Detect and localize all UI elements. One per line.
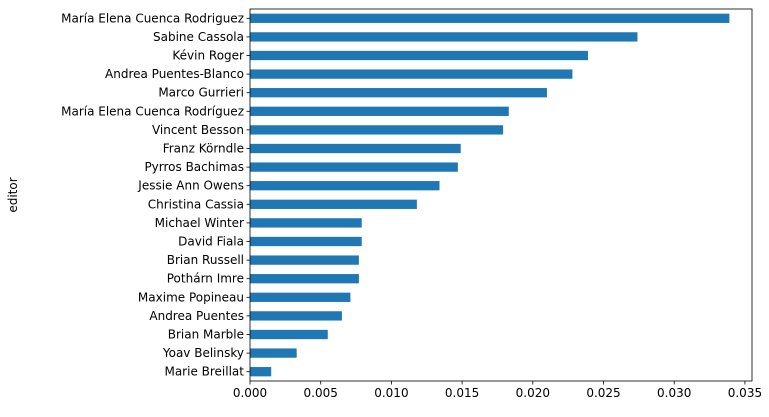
y-tick-label: Michael Winter xyxy=(155,216,244,230)
bar xyxy=(250,236,362,247)
x-tick-label: 0.015 xyxy=(445,386,479,400)
x-tick-label: 0.030 xyxy=(657,386,691,400)
bar xyxy=(250,125,504,135)
bar xyxy=(250,106,509,116)
plot-frame xyxy=(249,8,753,382)
y-tick-label: Andrea Puentes xyxy=(149,309,244,323)
y-tick-label: David Fiala xyxy=(178,235,244,249)
bar xyxy=(250,199,417,209)
y-tick-label: Jessie Ann Owens xyxy=(137,179,244,193)
bar xyxy=(250,181,440,191)
y-tick-label: Christina Cassia xyxy=(148,197,244,211)
y-axis-ticks: María Elena Cuenca Rodriguez Sabine Casso… xyxy=(61,11,250,379)
bar xyxy=(250,218,362,228)
bar xyxy=(250,50,588,61)
bar xyxy=(250,274,359,284)
y-tick-label: Brian Russell xyxy=(167,253,244,267)
y-tick-label: Marie Breillat xyxy=(164,365,244,379)
y-tick-label: Marco Gurrieri xyxy=(158,86,244,100)
y-tick-label: Andrea Puentes-Blanco xyxy=(105,67,244,81)
x-tick-label: 0.005 xyxy=(304,386,338,400)
y-tick-label: Brian Marble xyxy=(168,328,244,342)
bar xyxy=(250,143,461,154)
y-tick-label: Franz Körndle xyxy=(163,142,244,156)
y-tick-label: Yoav Belinsky xyxy=(162,346,244,360)
y-tick-label: Pothárn Imre xyxy=(167,272,244,286)
x-tick-label: 0.020 xyxy=(516,386,550,400)
bar xyxy=(250,348,297,358)
y-tick-label: Vincent Besson xyxy=(152,123,244,137)
bar xyxy=(250,329,328,340)
bar xyxy=(250,255,359,265)
x-axis-ticks: 0.000 0.005 0.010 0.015 0.020 0.025 0.030 0.035 xyxy=(233,381,762,400)
bar xyxy=(250,292,351,302)
bar xyxy=(250,311,342,321)
y-tick-label: Kévin Roger xyxy=(172,49,244,63)
y-tick-label: María Elena Cuenca Rodríguez xyxy=(61,104,244,118)
bar xyxy=(250,13,730,23)
x-tick-label: 0.010 xyxy=(374,386,408,400)
y-tick-label: Sabine Cassola xyxy=(153,30,244,44)
bar xyxy=(250,88,547,98)
bar xyxy=(250,162,458,172)
y-axis-label: editor xyxy=(6,177,20,212)
bar xyxy=(250,32,638,42)
y-tick-label: Maxime Popineau xyxy=(138,290,244,304)
x-tick-label: 0.035 xyxy=(728,386,762,400)
bar xyxy=(250,367,272,377)
x-tick-label: 0.000 xyxy=(233,386,267,400)
x-tick-label: 0.025 xyxy=(586,386,620,400)
bars-group xyxy=(250,13,730,377)
y-tick-label: Pyrros Bachimas xyxy=(144,160,244,174)
bar xyxy=(250,69,573,79)
y-tick-label: María Elena Cuenca Rodriguez xyxy=(61,11,244,25)
